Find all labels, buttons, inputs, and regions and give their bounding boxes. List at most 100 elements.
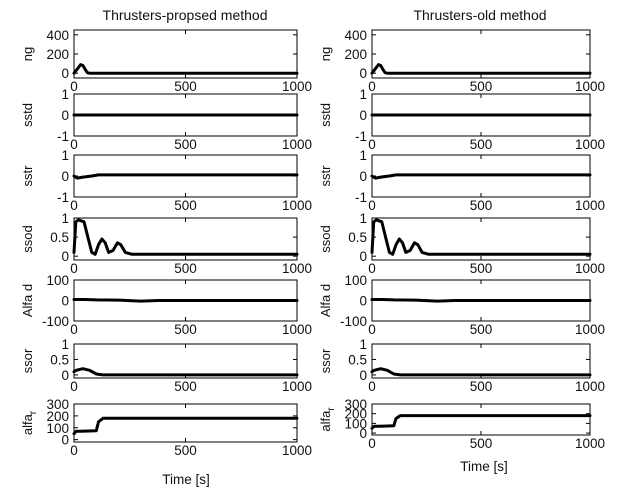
x-tick-label: 1000 <box>282 261 312 276</box>
x-tick-label: 500 <box>470 436 493 451</box>
y-tick-label: 0.5 <box>50 352 69 367</box>
column-title-proposed: Thrusters-propsed method <box>103 7 268 23</box>
series-line <box>370 218 592 256</box>
y-tick-label: 1 <box>61 148 69 163</box>
y-axis-label: Alfa d <box>20 284 35 317</box>
y-axis-label: ng <box>20 47 35 61</box>
y-tick-label: -1 <box>355 129 367 144</box>
x-tick-label: 0 <box>70 261 78 276</box>
x-tick-label: 0 <box>70 79 78 94</box>
x-tick-label: 1000 <box>282 379 312 394</box>
x-tick-label: 0 <box>70 443 78 458</box>
x-tick-label: 500 <box>470 198 493 213</box>
y-tick-label: 1 <box>61 87 69 102</box>
x-tick-label: 500 <box>174 79 197 94</box>
x-tick-label: 0 <box>368 137 376 152</box>
axes-frame <box>371 403 591 436</box>
y-axis-label: Alfa d <box>318 284 333 317</box>
y-tick-label: 0 <box>61 294 69 309</box>
x-tick-label: 500 <box>470 261 493 276</box>
y-tick-label: 0 <box>359 108 367 123</box>
y-tick-label: 0 <box>359 368 367 383</box>
series-line <box>370 367 592 377</box>
x-tick-label: 0 <box>368 261 376 276</box>
x-tick-label: 0 <box>368 322 376 337</box>
subplot-ssor: 00.51 0 500 1000 ssor <box>318 337 605 394</box>
y-tick-label: 100 <box>46 273 69 288</box>
series-line <box>370 173 592 180</box>
y-tick-label: 0.5 <box>348 230 367 245</box>
x-tick-label: 500 <box>470 322 493 337</box>
x-tick-label: 0 <box>368 436 376 451</box>
y-axis-label: ng <box>318 47 333 61</box>
series-line <box>370 298 592 303</box>
y-tick-label: 0 <box>359 426 367 441</box>
axes-frame <box>73 29 298 79</box>
y-tick-label: 300 <box>46 397 69 412</box>
x-axis-label-old: Time [s] <box>460 459 508 474</box>
x-tick-label: 500 <box>174 261 197 276</box>
x-axis-label-proposed: Time [s] <box>162 472 210 487</box>
x-tick-label: 500 <box>470 379 493 394</box>
y-tick-label: 100 <box>344 273 367 288</box>
x-tick-label: 500 <box>174 137 197 152</box>
x-tick-label: 500 <box>174 379 197 394</box>
y-axis-label: ssor <box>318 348 333 373</box>
axes-frame <box>371 29 591 79</box>
axes-frame <box>73 343 298 379</box>
y-axis-label: sstr <box>20 165 35 187</box>
series-line <box>72 218 299 256</box>
y-tick-label: 100 <box>46 421 69 436</box>
y-tick-label: 1 <box>359 148 367 163</box>
x-tick-label: 500 <box>174 322 197 337</box>
series-line <box>370 414 592 430</box>
x-tick-label: 0 <box>70 322 78 337</box>
y-tick-label: 100 <box>344 416 367 431</box>
subplot-ng: 0 200 400 0 500 1000 ng <box>20 28 312 94</box>
y-tick-label: 0.5 <box>50 230 69 245</box>
y-tick-label: 0 <box>61 66 69 81</box>
y-tick-label: 200 <box>46 409 69 424</box>
x-tick-label: 0 <box>368 379 376 394</box>
y-tick-label: -100 <box>340 314 367 329</box>
subplot-ssor: 00.51 0 500 1000 ssor <box>20 337 312 394</box>
x-tick-label: 1000 <box>282 443 312 458</box>
subplot-ssod: 0 0.5 1 0 500 1000 ssod <box>20 211 312 276</box>
x-tick-label: 500 <box>174 443 197 458</box>
y-tick-label: 1 <box>359 337 367 352</box>
y-tick-label: 400 <box>344 28 367 43</box>
series-line <box>72 298 299 303</box>
axes-frame <box>371 343 591 379</box>
x-tick-label: 0 <box>70 379 78 394</box>
y-tick-label: 0 <box>61 249 69 264</box>
x-tick-label: 1000 <box>575 322 605 337</box>
y-tick-label: 1 <box>61 211 69 226</box>
x-tick-label: 500 <box>470 79 493 94</box>
subplot-ssod: 0 0.5 1 0 500 1000 ssod <box>318 211 605 276</box>
y-axis-label: sstd <box>318 103 333 127</box>
y-tick-label: 0 <box>61 108 69 123</box>
y-tick-label: 0 <box>359 294 367 309</box>
axes-frame <box>73 403 298 443</box>
x-tick-label: 0 <box>70 198 78 213</box>
x-tick-label: 1000 <box>282 137 312 152</box>
y-tick-label: 0 <box>359 66 367 81</box>
y-axis-label: ssor <box>20 348 35 373</box>
y-axis-label: alfar <box>318 407 337 432</box>
series-line <box>370 63 592 75</box>
x-tick-label: 500 <box>174 198 197 213</box>
x-tick-label: 1000 <box>282 198 312 213</box>
y-axis-label: ssod <box>318 225 333 252</box>
y-tick-label: 200 <box>344 407 367 422</box>
x-tick-label: 1000 <box>575 436 605 451</box>
